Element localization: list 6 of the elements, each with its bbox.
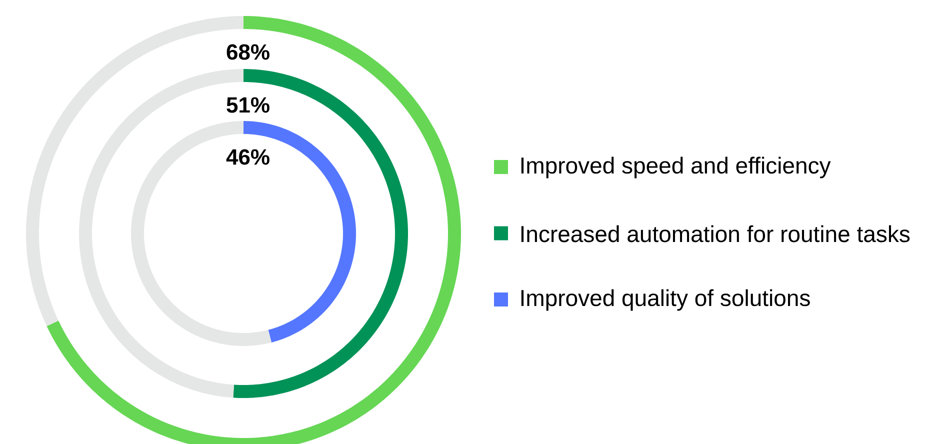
- data-label: 51%: [226, 97, 270, 113]
- legend-label: Increased automation for routine tasks: [521, 225, 910, 242]
- legend-label: Improved quality of solutions: [521, 289, 810, 311]
- data-label: 46%: [226, 149, 270, 165]
- legend-label: Improved speed and efficiency: [521, 156, 831, 178]
- data-label: 68%: [226, 44, 270, 60]
